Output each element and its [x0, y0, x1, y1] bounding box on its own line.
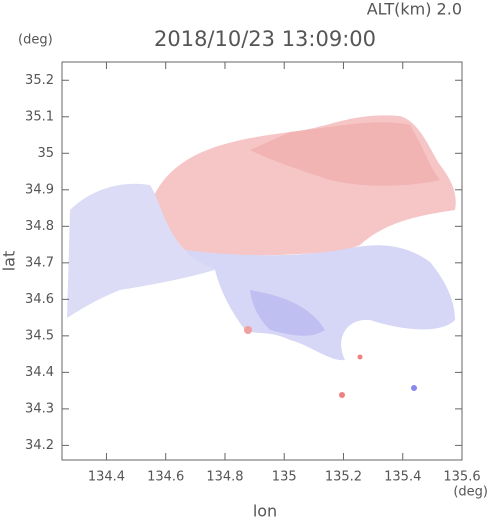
radar-field — [67, 115, 456, 398]
chart-title: 2018/10/23 13:09:00 — [154, 27, 376, 51]
x-tick-label: 134.8 — [206, 470, 243, 485]
y-tick-label: 35.1 — [25, 109, 54, 124]
x-tick-label: 135 — [272, 470, 297, 485]
speck — [411, 385, 417, 391]
plot-frame — [61, 61, 463, 461]
y-tick-label: 34.9 — [25, 182, 54, 197]
x-tick-label: 135.4 — [384, 470, 421, 485]
y-tick-label: 34.6 — [25, 292, 54, 307]
y-tick-label: 34.4 — [25, 365, 54, 380]
negative-region-east — [185, 245, 455, 361]
y-tick-label: 34.2 — [25, 438, 54, 453]
x-tick-label: 135.2 — [325, 470, 362, 485]
x-tick-label: 134.6 — [147, 470, 184, 485]
y-tick-label: 35.2 — [25, 73, 54, 88]
y-unit: (deg) — [18, 33, 53, 48]
y-tick-label: 34.8 — [25, 219, 54, 234]
y-axis-label: lat — [0, 251, 19, 272]
negative-region-west — [67, 183, 215, 318]
y-tick-label: 34.3 — [25, 401, 54, 416]
x-unit: (deg) — [453, 485, 488, 500]
y-tick-label: 35 — [37, 146, 54, 161]
y-tick-label: 34.7 — [25, 255, 54, 270]
speck — [244, 326, 252, 334]
x-tick-label: 135.6 — [443, 470, 480, 485]
positive-core — [250, 122, 440, 186]
speck — [357, 354, 363, 360]
x-axis-label: lon — [253, 502, 277, 521]
negative-core — [250, 290, 325, 336]
speck — [339, 392, 345, 398]
chart-subtitle: ALT(km) 2.0 — [367, 0, 462, 19]
y-tick-label: 34.5 — [25, 328, 54, 343]
x-tick-label: 134.4 — [88, 470, 125, 485]
